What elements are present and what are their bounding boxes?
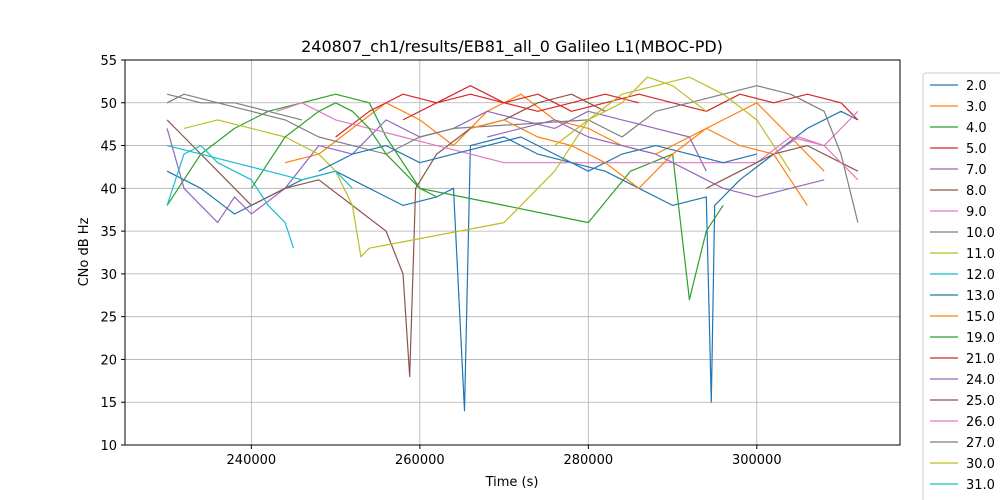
series-line-21-0	[402, 93, 640, 121]
series-line-26-0	[773, 136, 859, 181]
x-tick-label: 240000	[227, 453, 277, 468]
legend-label: 25.0	[966, 394, 995, 409]
x-axis-label: Time (s)	[485, 475, 539, 490]
legend-label: 13.0	[966, 289, 995, 304]
legend-label: 3.0	[966, 100, 987, 115]
series-line-13-0	[318, 136, 757, 172]
series-line-31-0	[166, 145, 353, 189]
chart-title: 240807_ch1/results/EB81_all_0 Galileo L1…	[301, 37, 723, 57]
y-tick-label: 25	[100, 311, 117, 326]
legend-label: 11.0	[966, 247, 995, 262]
legend-label: 7.0	[966, 163, 987, 178]
y-tick-label: 55	[100, 54, 117, 69]
series-line-19-0	[250, 102, 437, 198]
series-line-10-0	[166, 85, 859, 223]
x-tick-label: 300000	[732, 453, 782, 468]
legend-label: 8.0	[966, 184, 987, 199]
y-tick-label: 45	[100, 140, 117, 155]
legend-frame	[922, 72, 1000, 500]
legend-label: 2.0	[966, 79, 987, 94]
y-tick-label: 50	[100, 97, 117, 112]
y-tick-label: 20	[100, 353, 117, 368]
series-line-24-0	[487, 119, 825, 198]
legend: 2.0 3.0 4.0 5.0 7.0 8.0 9.0 10.0 11.0 12.0 13.0 15.…	[922, 72, 1000, 500]
legend-label: 31.0	[966, 478, 995, 493]
series-line-15-0	[470, 119, 808, 206]
y-tick-label: 15	[100, 396, 117, 411]
series-line-11-0	[183, 76, 792, 258]
series-line-7-0	[166, 110, 707, 224]
legend-label: 30.0	[966, 457, 995, 472]
x-tick-label: 260000	[395, 453, 445, 468]
legend-label: 12.0	[966, 268, 995, 283]
legend-label: 15.0	[966, 310, 995, 325]
y-tick-label: 40	[100, 182, 117, 197]
legend-label: 21.0	[966, 352, 995, 367]
plot-frame	[124, 59, 901, 446]
series-line-30-0	[554, 76, 707, 147]
series-line-3-0	[284, 93, 825, 172]
legend-label: 27.0	[966, 436, 995, 451]
legend-label: 19.0	[966, 331, 995, 346]
y-tick-label: 10	[100, 439, 117, 454]
series-line-5-0	[335, 85, 859, 138]
legend-label: 26.0	[966, 415, 995, 430]
legend-label: 24.0	[966, 373, 995, 388]
legend-label: 4.0	[966, 121, 987, 136]
legend-label: 9.0	[966, 205, 987, 220]
legend-label: 10.0	[966, 226, 995, 241]
y-tick-label: 35	[100, 225, 117, 240]
x-tick-label: 280000	[563, 453, 613, 468]
series-line-27-0	[166, 93, 303, 121]
series-layer	[166, 76, 859, 412]
y-tick-label: 30	[100, 268, 117, 283]
series-line-8-0	[166, 93, 606, 378]
series-line-25-0	[706, 145, 859, 189]
legend-label: 5.0	[966, 142, 987, 157]
series-line-2-0	[166, 110, 859, 412]
series-line-4-0	[166, 93, 724, 301]
axis-ticks: 240000 260000 280000 300000 10 15 20 25 30 35 40 45…	[100, 54, 781, 468]
y-axis-label: CNo dB Hz	[77, 217, 92, 286]
